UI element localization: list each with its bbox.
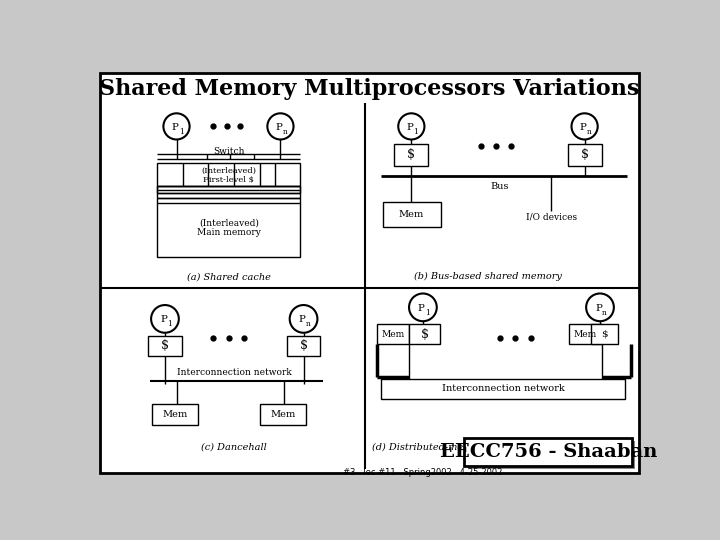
Bar	[381, 379, 626, 399]
Circle shape	[151, 305, 179, 333]
Text: Interconnection network: Interconnection network	[441, 384, 564, 394]
Text: Shared Memory Multiprocessors Variations: Shared Memory Multiprocessors Variations	[99, 78, 639, 100]
Circle shape	[163, 113, 189, 139]
Text: First-level $: First-level $	[203, 176, 254, 184]
Text: $: $	[408, 148, 415, 161]
Circle shape	[398, 113, 425, 139]
Text: Switch: Switch	[213, 146, 245, 156]
Text: EECC756 - Shaaban: EECC756 - Shaaban	[440, 443, 657, 461]
Bar	[395, 144, 428, 166]
Bar	[157, 163, 300, 186]
Text: Mem: Mem	[399, 210, 424, 219]
Text: $: $	[161, 339, 169, 353]
Text: #3   lec #11   Spring2002   4-25-2002: #3 lec #11 Spring2002 4-25-2002	[343, 468, 503, 477]
Text: n: n	[306, 320, 310, 328]
Text: $: $	[300, 339, 307, 353]
Circle shape	[289, 305, 318, 333]
Circle shape	[586, 294, 614, 321]
Text: P: P	[171, 123, 179, 132]
Circle shape	[572, 113, 598, 139]
Text: 1: 1	[167, 320, 172, 328]
Bar	[567, 144, 601, 166]
Text: (a) Shared cache: (a) Shared cache	[187, 272, 271, 281]
Text: P: P	[160, 315, 167, 324]
Text: P: P	[299, 315, 305, 324]
Bar	[152, 403, 198, 425]
Bar	[287, 336, 320, 356]
Text: $: $	[580, 148, 589, 161]
Bar	[570, 325, 601, 345]
Text: (Interleaved): (Interleaved)	[199, 218, 258, 227]
Bar	[377, 325, 409, 345]
Text: n: n	[587, 128, 592, 136]
Text: n: n	[602, 309, 607, 317]
Bar	[157, 204, 300, 257]
Text: P: P	[276, 123, 282, 132]
Text: Mem: Mem	[382, 330, 405, 339]
Text: I/O devices: I/O devices	[526, 213, 577, 222]
Text: (c) Dancehall: (c) Dancehall	[202, 443, 267, 452]
Text: 1: 1	[413, 128, 418, 136]
Text: (d) Distributed-memory: (d) Distributed-memory	[372, 443, 489, 452]
Text: Mem: Mem	[270, 410, 295, 419]
Bar	[383, 202, 441, 226]
Bar	[590, 325, 618, 345]
Text: Mem: Mem	[574, 330, 597, 339]
Text: 1: 1	[179, 128, 184, 136]
Text: P: P	[580, 123, 587, 132]
Bar	[148, 336, 182, 356]
Text: Bus: Bus	[490, 182, 509, 191]
Text: $: $	[420, 328, 428, 341]
Text: $: $	[601, 330, 608, 339]
Text: Main memory: Main memory	[197, 228, 261, 237]
Text: Mem: Mem	[162, 410, 188, 419]
Text: Interconnection network: Interconnection network	[177, 368, 292, 377]
Circle shape	[409, 294, 437, 321]
Bar	[409, 325, 440, 345]
Text: P: P	[418, 303, 425, 313]
Circle shape	[267, 113, 294, 139]
Bar	[467, 441, 636, 469]
Text: 1: 1	[425, 309, 430, 317]
Bar	[260, 403, 306, 425]
Text: P: P	[406, 123, 413, 132]
Text: (b) Bus-based shared memory: (b) Bus-based shared memory	[415, 272, 562, 281]
Text: (Interleaved): (Interleaved)	[202, 167, 256, 175]
Text: P: P	[595, 303, 602, 313]
Bar	[464, 438, 632, 466]
Text: n: n	[283, 128, 287, 136]
